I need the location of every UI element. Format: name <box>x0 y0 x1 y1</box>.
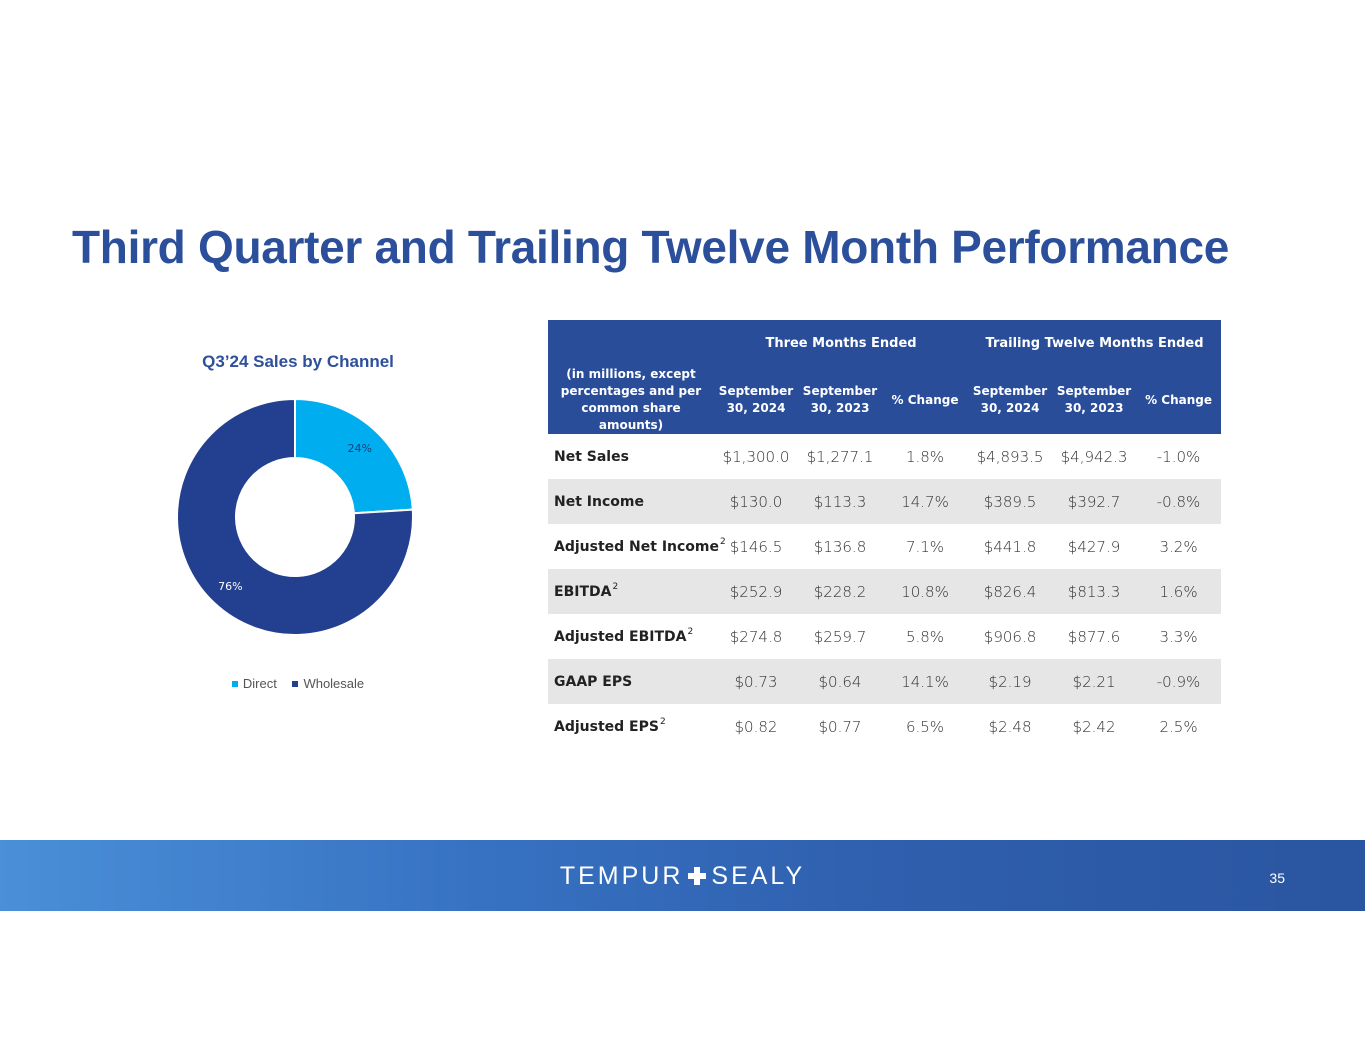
cell: -0.8% <box>1136 479 1222 524</box>
header-units-note: (in millions, except percentages and per… <box>548 366 714 434</box>
table-row-adjusted-eps: Adjusted EPS2 $0.82 $0.77 6.5% $2.48 $2.… <box>548 704 1221 749</box>
header-col-3m-2023: September 30, 2023 <box>798 366 882 434</box>
donut-slice-direct <box>294 397 414 515</box>
legend-item-direct: Direct <box>231 676 277 691</box>
cell: -1.0% <box>1156 447 1201 466</box>
brand-name-left: TEMPUR <box>559 862 684 890</box>
cell: 14.1% <box>882 659 969 704</box>
page-number: 35 <box>1269 870 1285 886</box>
header-column-row: (in millions, except percentages and per… <box>548 366 1222 434</box>
brand-cross-icon <box>688 867 707 885</box>
cell: $392.7 <box>1052 479 1137 524</box>
cell: $1,277.1 <box>806 447 874 466</box>
donut-slice-wholesale <box>176 397 414 636</box>
row-label: Adjusted EPS2 <box>554 716 666 735</box>
cell: $146.5 <box>729 537 783 556</box>
legend-swatch-direct <box>231 680 238 687</box>
cell: $113.3 <box>798 479 882 524</box>
cell: $427.9 <box>1067 537 1121 556</box>
header-col-ttm-2023: September 30, 2023 <box>1052 366 1137 434</box>
cell: 3.3% <box>1159 627 1198 646</box>
row-label: Adjusted EBITDA2 <box>554 626 694 645</box>
cell: $228.2 <box>798 569 882 614</box>
row-label: EBITDA2 <box>548 569 714 614</box>
donut-label-direct: 24% <box>347 442 371 455</box>
legend-label-direct: Direct <box>242 676 277 691</box>
cell: $441.8 <box>983 537 1037 556</box>
cell: 1.6% <box>1136 569 1222 614</box>
header-col-3m-change: % Change <box>882 366 969 434</box>
cell: $877.6 <box>1067 627 1121 646</box>
cell: $2.48 <box>988 717 1032 736</box>
table-row-adjusted-ebitda: Adjusted EBITDA2 $274.8 $259.7 5.8% $906… <box>548 614 1221 659</box>
page-title: Third Quarter and Trailing Twelve Month … <box>72 221 1230 273</box>
row-label: Net Income <box>548 479 714 524</box>
cell: $274.8 <box>729 627 783 646</box>
table-row-ebitda: EBITDA2 $252.9 $228.2 10.8% $826.4 $813.… <box>548 569 1222 614</box>
header-col-ttm-change: % Change <box>1136 366 1222 434</box>
cell: 5.8% <box>905 627 945 646</box>
cell: $813.3 <box>1052 569 1137 614</box>
cell: $4,942.3 <box>1060 447 1128 466</box>
header-group-three-months: Three Months Ended <box>714 320 969 366</box>
cell: $0.77 <box>818 717 862 736</box>
row-label: Adjusted Net Income2 <box>554 536 726 555</box>
cell: $4,893.5 <box>976 447 1044 466</box>
donut-chart: 24% 76% <box>176 397 414 636</box>
brand-name-right: SEALY <box>711 862 806 890</box>
performance-table: Three Months Ended Trailing Twelve Month… <box>548 320 1222 749</box>
header-blank <box>548 320 714 366</box>
brand-logo: TEMPUR SEALY <box>0 862 1365 891</box>
cell: $1,300.0 <box>722 447 790 466</box>
donut-label-wholesale: 76% <box>218 580 242 593</box>
header-col-3m-2024: September 30, 2024 <box>714 366 798 434</box>
cell: $136.8 <box>813 537 867 556</box>
cell: $2.19 <box>968 659 1053 704</box>
cell: -0.9% <box>1136 659 1222 704</box>
legend-swatch-wholesale <box>292 680 299 687</box>
cell: $0.82 <box>734 717 778 736</box>
table-row-net-income: Net Income $130.0 $113.3 14.7% $389.5 $3… <box>548 479 1222 524</box>
cell: $2.42 <box>1072 717 1116 736</box>
cell: $2.21 <box>1052 659 1137 704</box>
cell: $826.4 <box>968 569 1053 614</box>
cell: $259.7 <box>813 627 867 646</box>
cell: $130.0 <box>714 479 798 524</box>
cell: 7.1% <box>905 537 945 556</box>
chart-title: Q3’24 Sales by Channel <box>202 352 394 371</box>
header-group-ttm: Trailing Twelve Months Ended <box>968 320 1222 366</box>
chart-legend: Direct Wholesale <box>150 676 446 691</box>
header-group-row: Three Months Ended Trailing Twelve Month… <box>548 320 1222 366</box>
header-col-ttm-2024: September 30, 2024 <box>968 366 1053 434</box>
row-label: Net Sales <box>554 448 629 465</box>
footer-band: TEMPUR SEALY 35 <box>0 840 1365 911</box>
legend-item-wholesale: Wholesale <box>292 676 364 691</box>
cell: 3.2% <box>1159 537 1198 556</box>
row-label: GAAP EPS <box>548 659 714 704</box>
cell: $906.8 <box>983 627 1037 646</box>
cell: $252.9 <box>714 569 798 614</box>
cell: $389.5 <box>968 479 1053 524</box>
legend-label-wholesale: Wholesale <box>303 676 365 691</box>
table-row-adjusted-net-income: Adjusted Net Income2 $146.5 $136.8 7.1% … <box>548 524 1221 569</box>
cell: 2.5% <box>1159 717 1198 736</box>
cell: 6.5% <box>905 717 945 736</box>
cell: 1.8% <box>905 447 945 466</box>
cell: 10.8% <box>882 569 969 614</box>
cell: 14.7% <box>882 479 969 524</box>
cell: $0.73 <box>714 659 798 704</box>
table-row-gaap-eps: GAAP EPS $0.73 $0.64 14.1% $2.19 $2.21 -… <box>548 659 1222 704</box>
table-row-net-sales: Net Sales $1,300.0 $1,277.1 1.8% $4,893.… <box>548 434 1221 479</box>
cell: $0.64 <box>798 659 882 704</box>
